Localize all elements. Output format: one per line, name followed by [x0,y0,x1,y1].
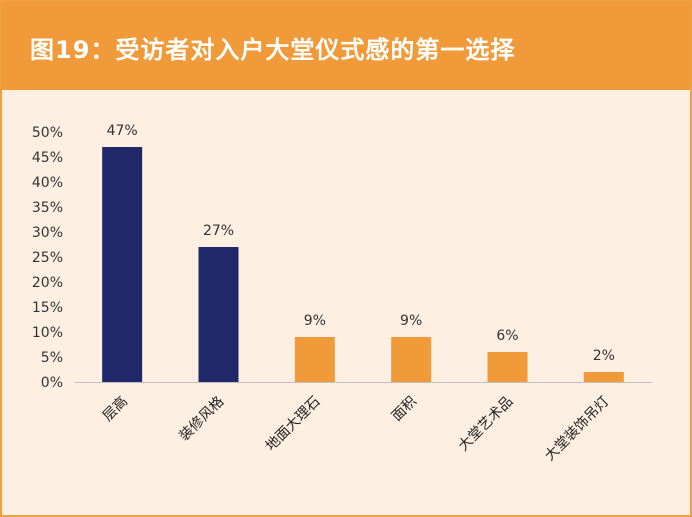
category-label: 面积 [389,394,420,425]
bar-5 [487,352,528,382]
y-tick-label: 35% [32,200,63,216]
data-labels: 47% 27% 9% 9% 6% 2% [107,123,615,364]
y-tick-label: 20% [32,275,63,291]
category-labels: 层高 装修风格 地面大理石 面积 大堂艺术品 大堂装饰吊灯 [99,393,612,464]
category-label: 地面大理石 [263,394,324,455]
data-label: 27% [203,223,234,239]
chart-header: 图19：受访者对入户大堂仪式感的第一选择 [2,2,690,90]
category-label: 大堂艺术品 [456,394,517,455]
data-label: 9% [400,313,422,329]
bar-4 [391,337,432,382]
data-label: 2% [593,348,615,364]
bar-1 [102,147,143,382]
y-axis: 0% 5% 10% 15% 20% 25% 30% 35% 40% 45% 50% [32,125,63,391]
y-tick-label: 10% [32,325,63,341]
category-label: 大堂装饰吊灯 [542,394,613,465]
y-tick-label: 15% [32,300,63,316]
data-label: 6% [496,328,518,344]
bar-6 [583,372,624,382]
category-label: 层高 [99,393,131,425]
y-tick-label: 50% [32,125,63,141]
y-tick-label: 30% [32,225,63,241]
y-tick-label: 0% [41,375,63,391]
category-label: 装修风格 [176,394,227,445]
y-tick-label: 45% [32,150,63,166]
bars [102,147,624,382]
y-tick-label: 5% [41,350,63,366]
data-label: 47% [107,123,138,139]
bar-3 [294,337,335,382]
bar-2 [198,247,239,382]
chart-title: 图19：受访者对入户大堂仪式感的第一选择 [30,36,516,64]
y-tick-label: 25% [32,250,63,266]
y-tick-label: 40% [32,175,63,191]
data-label: 9% [304,313,326,329]
